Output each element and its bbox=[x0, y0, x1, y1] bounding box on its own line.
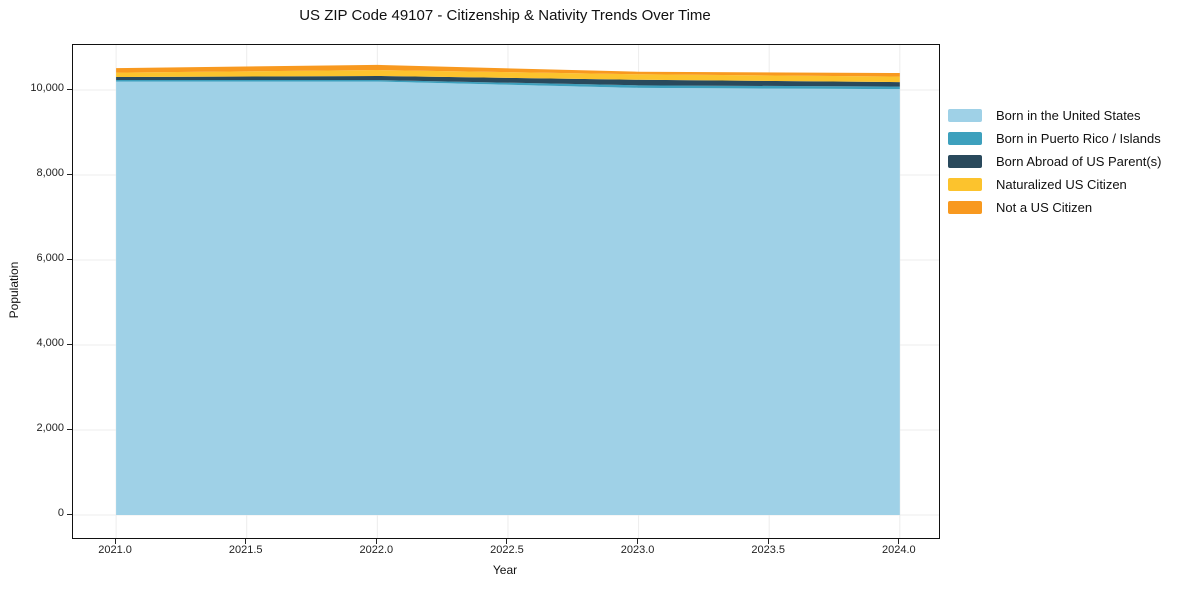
y-tick-mark bbox=[66, 343, 72, 345]
x-tick-label: 2021.0 bbox=[98, 544, 132, 556]
legend-item: Naturalized US Citizen bbox=[948, 173, 1161, 196]
x-tick-label: 2023.5 bbox=[751, 544, 786, 556]
x-tick-label: 2023.0 bbox=[620, 544, 655, 556]
x-tick-label: 2024.0 bbox=[881, 544, 916, 556]
x-tick-label: 2022.5 bbox=[490, 544, 524, 556]
legend-swatch bbox=[948, 132, 982, 145]
legend-swatch bbox=[948, 155, 982, 168]
area-series bbox=[116, 81, 900, 516]
y-tick-label: 10,000 bbox=[30, 82, 64, 94]
x-tick-mark bbox=[506, 538, 508, 544]
x-tick-label: 2021.5 bbox=[228, 544, 263, 556]
y-tick-mark bbox=[66, 513, 72, 515]
area-series bbox=[116, 64, 900, 77]
y-tick-mark bbox=[66, 258, 72, 260]
y-tick-label: 6,000 bbox=[36, 252, 64, 264]
legend-item: Born in Puerto Rico / Islands bbox=[948, 127, 1161, 150]
x-tick-mark bbox=[767, 538, 769, 544]
x-tick-mark bbox=[375, 538, 377, 544]
y-tick-label: 2,000 bbox=[36, 422, 64, 434]
legend-item: Born in the United States bbox=[948, 104, 1161, 127]
x-axis-label: Year bbox=[492, 563, 518, 577]
area-series bbox=[116, 70, 900, 83]
x-tick-mark bbox=[898, 538, 900, 544]
legend-swatch bbox=[948, 109, 982, 122]
y-tick-label: 0 bbox=[57, 507, 64, 519]
y-tick-label: 8,000 bbox=[36, 167, 64, 179]
legend: Born in the United States Born in Puerto … bbox=[948, 104, 1161, 219]
y-tick-label: 4,000 bbox=[36, 337, 64, 349]
legend-label: Not a US Citizen bbox=[996, 200, 1093, 215]
legend-swatch bbox=[948, 178, 982, 191]
legend-label: Born in the United States bbox=[996, 108, 1141, 123]
x-tick-label: 2022.0 bbox=[359, 544, 394, 556]
legend-label: Naturalized US Citizen bbox=[996, 177, 1127, 192]
legend-item: Not a US Citizen bbox=[948, 196, 1161, 219]
chart-title: US ZIP Code 49107 - Citizenship & Nativi… bbox=[299, 7, 711, 24]
area-series bbox=[116, 80, 900, 90]
x-tick-mark bbox=[245, 538, 247, 544]
x-tick-mark bbox=[637, 538, 639, 544]
y-tick-mark bbox=[66, 173, 72, 175]
legend-swatch bbox=[948, 201, 982, 214]
y-axis-label: Population bbox=[7, 261, 21, 319]
legend-item: Born Abroad of US Parent(s) bbox=[948, 150, 1161, 173]
plot-area bbox=[72, 44, 940, 539]
stacked-area-chart bbox=[73, 45, 939, 538]
legend-label: Born Abroad of US Parent(s) bbox=[996, 154, 1162, 169]
y-tick-mark bbox=[66, 428, 72, 430]
area-series bbox=[116, 75, 900, 87]
y-tick-mark bbox=[66, 88, 72, 90]
x-tick-mark bbox=[114, 538, 116, 544]
legend-label: Born in Puerto Rico / Islands bbox=[996, 131, 1161, 146]
